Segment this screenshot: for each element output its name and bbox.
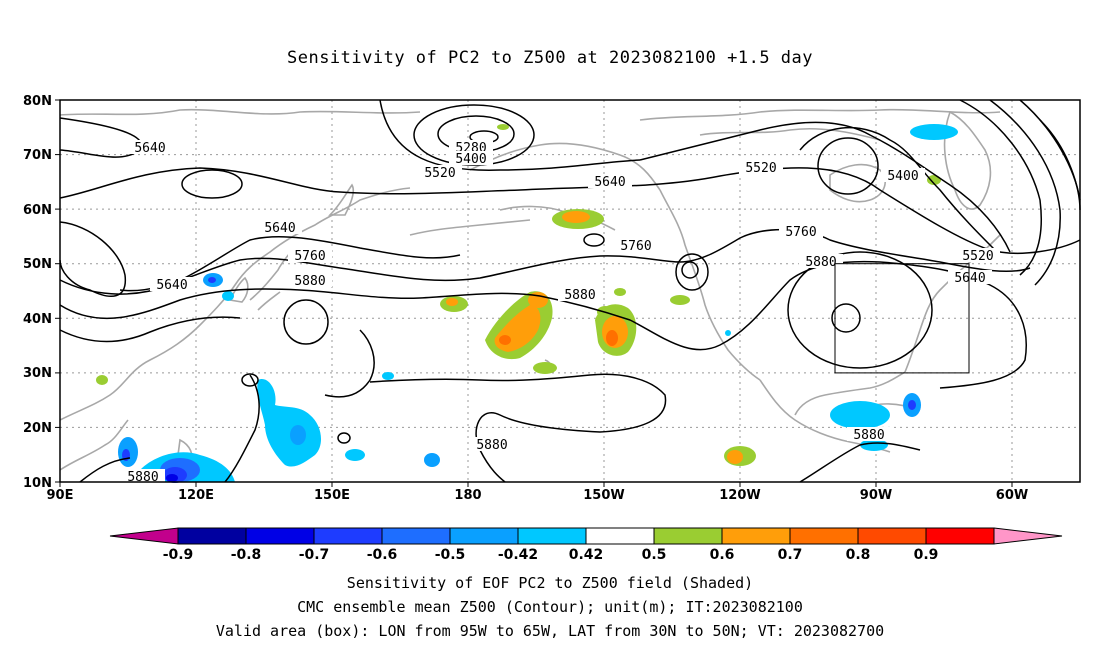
map-frame [59, 99, 1081, 483]
lon-labels: 90E 120E 150E 180 150W 120W 90W 60W [47, 488, 1029, 503]
lat-label: 60N [23, 203, 52, 218]
colorbar-segment [789, 527, 859, 545]
contour-label: 5760 [785, 225, 816, 240]
lon-label: 120E [178, 488, 214, 503]
contour-label: 5520 [962, 249, 993, 264]
colorbar-tick-label: 0.5 [642, 547, 667, 563]
contour-label: 5400 [455, 152, 486, 167]
colorbar-tick-label: 0.8 [846, 547, 871, 563]
contour-label: 5640 [156, 278, 187, 293]
shaded-sensitivity [96, 124, 958, 483]
contour-label: 5880 [853, 428, 884, 443]
colorbar-segment [653, 527, 723, 545]
colorbar-labels: -0.9 -0.8 -0.7 -0.6 -0.5 -0.42 0.42 0.5 0.6 0.7 0.… [163, 547, 939, 563]
contour-label: 5400 [887, 169, 918, 184]
lat-label: 80N [23, 94, 52, 109]
colorbar-tick-label: -0.7 [299, 547, 330, 563]
lat-label: 30N [23, 366, 52, 381]
colorbar-segment [313, 527, 383, 545]
colorbar-tick-label: -0.5 [435, 547, 466, 563]
colorbar-tick-label: 0.9 [914, 547, 939, 563]
colorbar-segment [177, 527, 247, 545]
lon-label: 180 [454, 488, 481, 503]
colorbar-upper-extend [993, 527, 1063, 545]
contour-label: 5760 [620, 239, 651, 254]
colorbar [109, 527, 1063, 545]
map-title: Sensitivity of PC2 to Z500 at 2023082100… [286, 48, 813, 68]
colorbar-tick-label: 0.6 [710, 547, 735, 563]
contour-label: 5520 [424, 166, 455, 181]
tick-marks [55, 99, 1013, 487]
colorbar-segment [585, 527, 655, 545]
lat-label: 10N [23, 476, 52, 491]
contour-label: 5760 [294, 249, 325, 264]
colorbar-segment [381, 527, 451, 545]
shade-negative-caribbean [830, 401, 890, 429]
contour-label: 5880 [294, 274, 325, 289]
lon-label: 150E [314, 488, 350, 503]
lat-labels: 80N 70N 60N 50N 40N 30N 20N 10N [23, 94, 52, 491]
colorbar-lower-extend [109, 527, 179, 545]
contour-label: 5880 [805, 255, 836, 270]
contour-label: 5880 [564, 288, 595, 303]
caption-line-3: Valid area (box): LON from 95W to 65W, L… [215, 622, 885, 640]
contour-label: 5880 [476, 438, 507, 453]
lon-label: 90W [860, 488, 892, 503]
lon-label: 90E [47, 488, 74, 503]
lat-label: 20N [23, 421, 52, 436]
colorbar-tick-label: -0.8 [231, 547, 262, 563]
contour-label: 5640 [594, 175, 625, 190]
colorbar-tick-label: -0.42 [498, 547, 538, 563]
colorbar-tick-label: 0.7 [778, 547, 803, 563]
contour-labels: 5640 5280 5400 5520 5640 5520 5400 5640 … [121, 140, 1000, 485]
colorbar-tick-label: -0.6 [367, 547, 398, 563]
contour-label: 5640 [954, 271, 985, 286]
colorbar-segment [925, 527, 995, 545]
gridlines [60, 100, 1080, 482]
shade-negative-philippine-sea [257, 379, 322, 467]
lat-label: 40N [23, 312, 52, 327]
caption-line-1: Sensitivity of EOF PC2 to Z500 field (Sh… [346, 574, 754, 592]
valid-area-box [834, 263, 970, 374]
colorbar-segment [517, 527, 587, 545]
contour-label: 5640 [264, 221, 295, 236]
lon-label: 60W [996, 488, 1028, 503]
colorbar-segment [245, 527, 315, 545]
lat-label: 70N [23, 148, 52, 163]
contour-label: 5520 [745, 161, 776, 176]
lon-label: 120W [719, 488, 760, 503]
caption-line-2: CMC ensemble mean Z500 (Contour); unit(m… [297, 598, 803, 616]
contour-label: 5640 [134, 141, 165, 156]
lat-label: 50N [23, 257, 52, 272]
colorbar-segment [449, 527, 519, 545]
colorbar-segment [857, 527, 927, 545]
colorbar-tick-label: -0.9 [163, 547, 194, 563]
colorbar-segment [721, 527, 791, 545]
shade-negative-greenland [910, 124, 958, 140]
lon-label: 150W [583, 488, 624, 503]
colorbar-tick-label: 0.42 [569, 547, 604, 563]
